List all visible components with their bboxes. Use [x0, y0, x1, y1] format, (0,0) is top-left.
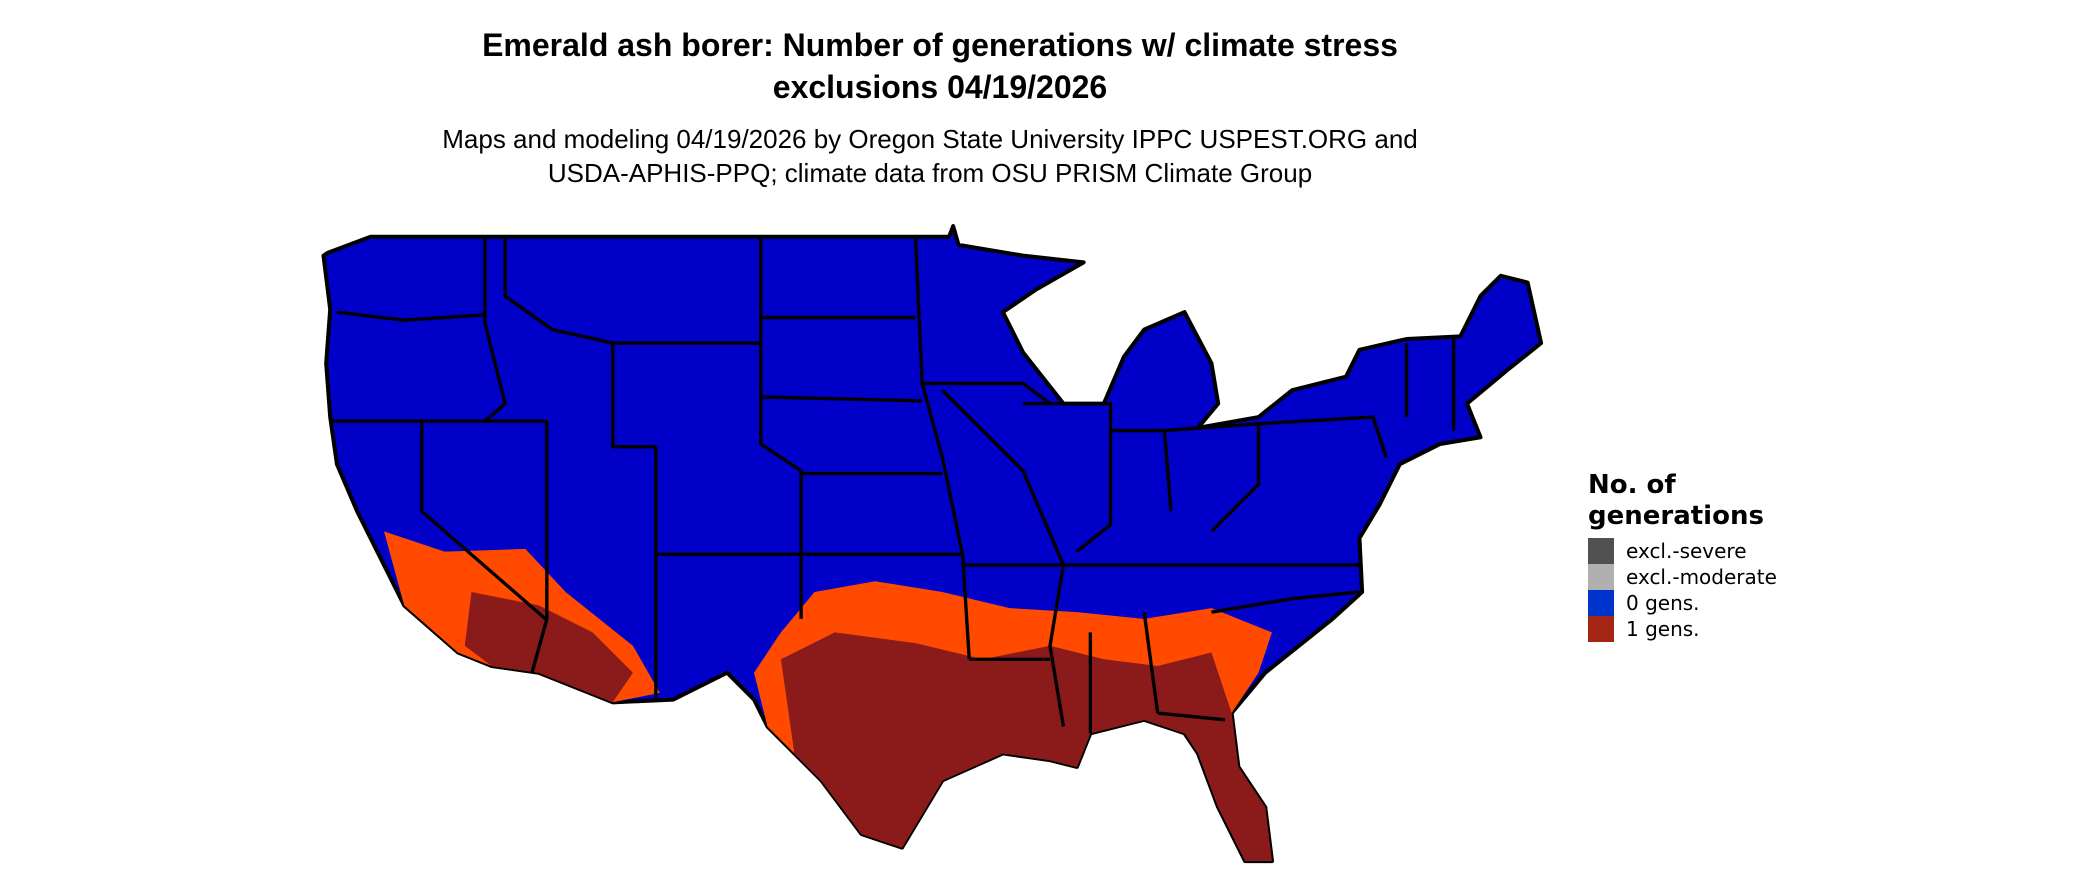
title-line-1: Emerald ash borer: Number of generations… [482, 27, 1398, 63]
legend-label: excl.-severe [1626, 539, 1747, 563]
map-subtitle: Maps and modeling 04/19/2026 by Oregon S… [0, 122, 1860, 190]
legend-label: 0 gens. [1626, 591, 1700, 615]
state-borders [330, 236, 1456, 734]
subtitle-line-1: Maps and modeling 04/19/2026 by Oregon S… [442, 124, 1418, 154]
legend-label: 1 gens. [1626, 617, 1700, 641]
legend-item-excl-moderate: excl.-moderate [1588, 564, 1777, 590]
legend-swatch [1588, 616, 1614, 642]
legend-swatch [1588, 564, 1614, 590]
map-title: Emerald ash borer: Number of generations… [0, 24, 1880, 108]
one-gen-southwest-dark [464, 591, 633, 703]
legend-swatch [1588, 538, 1614, 564]
legend: No. of generations excl.-severe excl.-mo… [1588, 470, 1777, 642]
legend-item-1-gens: 1 gens. [1588, 616, 1777, 642]
legend-item-0-gens: 0 gens. [1588, 590, 1777, 616]
legend-label: excl.-moderate [1626, 565, 1777, 589]
legend-title: No. of generations [1588, 470, 1777, 532]
one-gen-florida [1184, 713, 1272, 862]
legend-title-line-2: generations [1588, 501, 1764, 531]
legend-title-line-1: No. of [1588, 470, 1676, 500]
title-line-2: exclusions 04/19/2026 [772, 69, 1108, 105]
one-gen-southeast-dark [780, 632, 1232, 848]
legend-swatch [1588, 590, 1614, 616]
legend-item-excl-severe: excl.-severe [1588, 538, 1777, 564]
subtitle-line-2: USDA-APHIS-PPQ; climate data from OSU PR… [547, 158, 1313, 188]
